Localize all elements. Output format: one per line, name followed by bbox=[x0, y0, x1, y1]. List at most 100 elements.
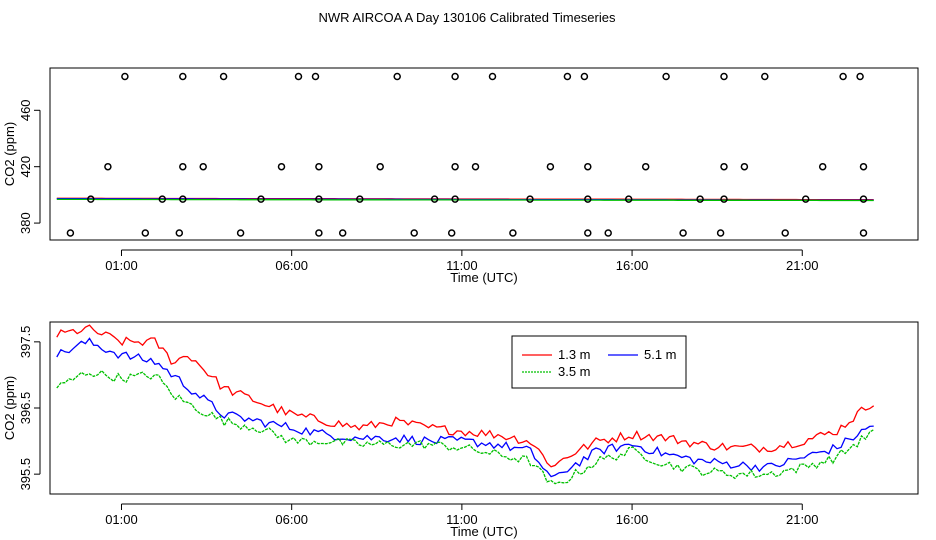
legend: 1.3 m 5.1 m 3.5 m bbox=[511, 335, 687, 389]
marker-point bbox=[584, 162, 592, 171]
marker-point bbox=[179, 195, 187, 203]
bottom-series-lines bbox=[56, 324, 875, 485]
y-tick-label: 420 bbox=[18, 156, 33, 178]
marker-point bbox=[584, 229, 592, 237]
marker-point bbox=[179, 72, 187, 81]
series-line-1-3-m bbox=[56, 324, 875, 468]
y-tick-label: 460 bbox=[18, 99, 33, 121]
series-line-3-5-m bbox=[56, 198, 874, 202]
marker-point bbox=[856, 72, 864, 81]
marker-point bbox=[488, 72, 497, 81]
top-x-axis-label: Time (UTC) bbox=[450, 270, 517, 285]
y-tick-label: 396.5 bbox=[18, 392, 33, 425]
marker-point bbox=[761, 72, 769, 81]
marker-point bbox=[277, 162, 286, 171]
marker-point bbox=[720, 195, 728, 203]
marker-point bbox=[376, 162, 384, 171]
marker-point bbox=[315, 229, 323, 237]
marker-point bbox=[509, 229, 517, 237]
marker-point bbox=[179, 162, 187, 171]
marker-point bbox=[451, 72, 459, 81]
marker-point bbox=[141, 229, 150, 237]
top-marker-points bbox=[66, 72, 868, 237]
marker-point bbox=[66, 229, 75, 237]
marker-point bbox=[546, 162, 555, 171]
top-y-axis-label: CO2 (ppm) bbox=[2, 122, 17, 186]
y-tick-label: 397.5 bbox=[18, 326, 33, 359]
top-panel: 01:00 06:00 11:00 16:00 21:00 380 420 460 Time … bbox=[2, 67, 919, 285]
x-tick-label: 16:00 bbox=[616, 258, 649, 273]
bottom-x-axis-label: Time (UTC) bbox=[450, 524, 517, 539]
marker-point bbox=[584, 195, 592, 203]
bottom-y-axis-label: CO2 (ppm) bbox=[2, 376, 17, 440]
marker-point bbox=[121, 72, 129, 81]
top-axis-ticks: 01:00 06:00 11:00 16:00 21:00 380 420 460 bbox=[18, 99, 819, 273]
bottom-plot-frame bbox=[49, 321, 919, 495]
marker-point bbox=[679, 229, 687, 237]
marker-point bbox=[236, 229, 245, 237]
bottom-axis-ticks: 01:00 06:00 11:00 16:00 21:00 395.5 396.5 397.5 bbox=[18, 326, 819, 527]
y-tick-label: 380 bbox=[18, 212, 33, 234]
x-tick-label: 06:00 bbox=[275, 512, 308, 527]
marker-point bbox=[624, 195, 633, 203]
marker-point bbox=[580, 72, 589, 81]
marker-point bbox=[801, 195, 810, 203]
x-tick-label: 11:00 bbox=[446, 512, 478, 527]
marker-point bbox=[158, 195, 167, 203]
marker-point bbox=[839, 72, 847, 81]
marker-point bbox=[859, 195, 868, 203]
bottom-panel: 01:00 06:00 11:00 16:00 21:00 395.5 396.5 397.5… bbox=[2, 321, 919, 539]
marker-point bbox=[257, 195, 265, 203]
legend-label-1-3m: 1.3 m bbox=[558, 347, 591, 362]
marker-point bbox=[720, 162, 728, 171]
marker-point bbox=[410, 229, 418, 237]
marker-point bbox=[294, 72, 303, 81]
marker-point bbox=[104, 162, 112, 171]
marker-point bbox=[219, 72, 228, 81]
x-tick-label: 21:00 bbox=[786, 258, 819, 273]
marker-point bbox=[818, 162, 827, 171]
marker-point bbox=[311, 72, 320, 81]
marker-point bbox=[696, 195, 704, 203]
series-line-5-1-m bbox=[56, 337, 874, 478]
marker-point bbox=[315, 162, 323, 171]
x-tick-label: 11:00 bbox=[446, 258, 478, 273]
marker-point bbox=[604, 229, 612, 237]
marker-point bbox=[641, 162, 650, 171]
marker-point bbox=[781, 229, 789, 237]
legend-label-3-5m: 3.5 m bbox=[558, 364, 591, 379]
marker-point bbox=[471, 162, 480, 171]
marker-point bbox=[526, 195, 534, 203]
x-tick-label: 21:00 bbox=[786, 512, 819, 527]
marker-point bbox=[662, 72, 670, 81]
top-plot-frame bbox=[49, 67, 919, 241]
marker-point bbox=[859, 229, 868, 237]
marker-point bbox=[720, 72, 728, 81]
figure-title: NWR AIRCOA A Day 130106 Calibrated Times… bbox=[319, 10, 616, 25]
marker-point bbox=[338, 229, 347, 237]
x-tick-label: 16:00 bbox=[616, 512, 649, 527]
marker-point bbox=[716, 229, 725, 237]
marker-point bbox=[356, 195, 364, 203]
marker-point bbox=[447, 229, 456, 237]
x-tick-label: 01:00 bbox=[105, 258, 138, 273]
legend-box bbox=[511, 335, 687, 389]
legend-label-5-1m: 5.1 m bbox=[644, 347, 677, 362]
x-tick-label: 06:00 bbox=[275, 258, 308, 273]
y-tick-label: 395.5 bbox=[18, 458, 33, 491]
marker-point bbox=[315, 195, 323, 203]
marker-point bbox=[740, 162, 749, 171]
marker-point bbox=[87, 195, 95, 203]
x-tick-label: 01:00 bbox=[105, 512, 138, 527]
top-series-lines bbox=[56, 197, 874, 202]
marker-point bbox=[563, 72, 572, 81]
marker-point bbox=[175, 229, 184, 237]
marker-point bbox=[430, 195, 439, 203]
marker-point bbox=[393, 72, 401, 81]
series-line-3-5-m bbox=[56, 369, 875, 485]
marker-point bbox=[451, 195, 459, 203]
marker-point bbox=[451, 162, 459, 171]
marker-point bbox=[859, 162, 868, 171]
